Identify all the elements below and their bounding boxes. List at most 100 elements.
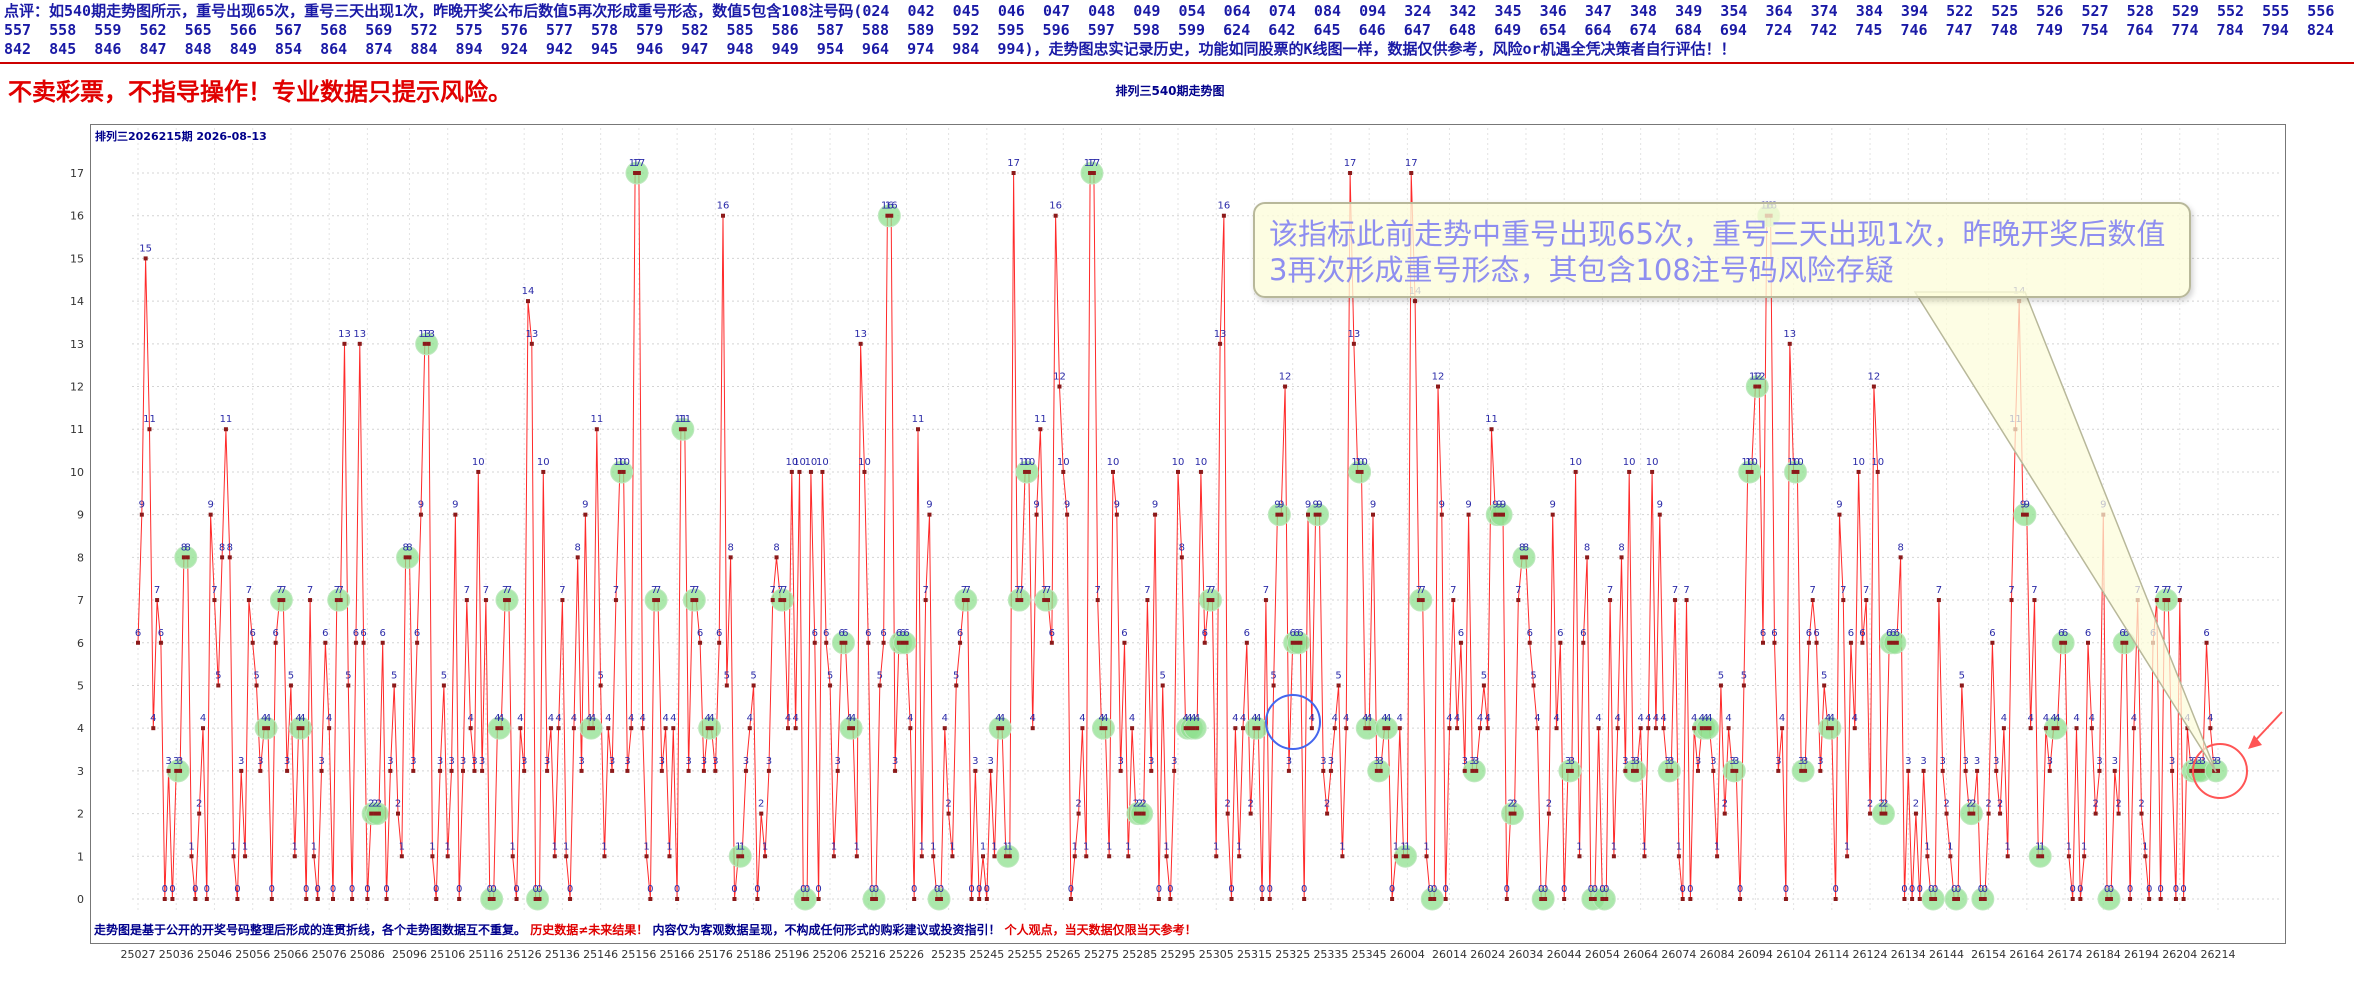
data-point — [1149, 768, 1154, 773]
data-point — [1684, 598, 1689, 603]
data-label: 0 — [2104, 884, 2110, 895]
data-label: 7 — [1209, 585, 1215, 596]
data-point — [522, 768, 527, 773]
data-label: 11 — [675, 414, 688, 425]
data-label: 10 — [1745, 457, 1758, 468]
data-label: 7 — [781, 585, 787, 596]
data-point — [1497, 512, 1502, 517]
data-point — [1638, 726, 1643, 731]
data-point — [545, 768, 550, 773]
data-point — [736, 854, 741, 859]
data-point — [461, 768, 465, 773]
data-label: 0 — [204, 884, 210, 895]
data-label: 12 — [1432, 372, 1445, 383]
data-point — [1458, 640, 1463, 645]
data-point — [1883, 811, 1888, 816]
data-point — [1355, 469, 1360, 474]
data-point — [984, 897, 989, 901]
data-point — [1363, 726, 1368, 731]
data-label: 6 — [1580, 628, 1586, 639]
data-point — [1852, 726, 1857, 731]
data-label: 4 — [1129, 713, 1135, 724]
data-label: 3 — [892, 756, 898, 767]
data-point — [388, 768, 393, 773]
data-label: 3 — [766, 756, 772, 767]
data-point — [701, 768, 706, 773]
data-point — [1913, 811, 1918, 816]
data-point — [2131, 726, 2136, 731]
data-point — [1340, 854, 1345, 859]
data-label: 3 — [1664, 756, 1670, 767]
data-point — [1998, 811, 2003, 816]
data-point — [988, 768, 993, 773]
data-point — [1420, 598, 1425, 603]
x-tick-label: 25176 — [698, 948, 733, 961]
data-point — [965, 598, 970, 603]
data-label: 7 — [1263, 585, 1269, 596]
data-point — [1447, 726, 1452, 731]
data-label: 4 — [1477, 713, 1483, 724]
data-point — [426, 341, 431, 346]
data-point — [1994, 768, 1999, 773]
x-tick-label: 26054 — [1585, 948, 1620, 961]
data-point — [1003, 854, 1008, 859]
data-label: 6 — [2123, 628, 2129, 639]
pointer-arrow — [2251, 711, 2283, 745]
data-label: 7 — [1041, 585, 1047, 596]
data-label: 3 — [2047, 756, 2053, 767]
data-label: 4 — [1079, 713, 1085, 724]
x-tick-label: 25226 — [889, 948, 924, 961]
y-tick-label: 8 — [77, 551, 84, 564]
data-point — [740, 854, 745, 859]
data-label: 1 — [762, 841, 768, 852]
data-point — [1133, 811, 1138, 816]
data-label: 1 — [1947, 841, 1953, 852]
data-label: 1 — [991, 841, 997, 852]
data-point — [1065, 512, 1070, 517]
data-point — [300, 726, 305, 731]
data-label: 1 — [1083, 841, 1089, 852]
data-point — [763, 854, 768, 859]
data-point — [1833, 897, 1838, 901]
data-label: 1 — [1611, 841, 1617, 852]
data-point — [1382, 726, 1387, 731]
data-point — [602, 854, 607, 859]
data-label: 2 — [376, 799, 382, 810]
data-label: 4 — [2207, 713, 2213, 724]
data-point — [1902, 897, 1907, 901]
data-label: 15 — [139, 243, 152, 254]
data-point — [587, 726, 592, 731]
data-label: 7 — [2031, 585, 2037, 596]
data-label: 3 — [2169, 756, 2175, 767]
data-label: 7 — [246, 585, 252, 596]
data-label: 6 — [158, 628, 164, 639]
data-point — [1367, 726, 1372, 731]
data-point — [2154, 598, 2159, 603]
data-point — [1049, 640, 1054, 645]
data-point — [946, 811, 951, 816]
y-tick-label: 12 — [70, 381, 84, 394]
data-point — [648, 897, 653, 901]
data-label: 10 — [1623, 457, 1636, 468]
data-label: 17 — [1084, 158, 1097, 169]
data-point — [201, 726, 205, 731]
data-point — [1539, 897, 1544, 901]
y-tick-label: 9 — [77, 509, 84, 522]
data-point — [1577, 854, 1582, 859]
data-point — [2196, 768, 2201, 773]
data-label: 4 — [1385, 713, 1391, 724]
data-label: 8 — [406, 542, 412, 553]
data-point — [1436, 384, 1440, 389]
data-label: 10 — [1195, 457, 1208, 468]
data-label: 9 — [1836, 500, 1842, 511]
highlight-ring-blue — [1265, 694, 1321, 750]
data-label: 2 — [196, 799, 202, 810]
data-point — [1233, 726, 1238, 731]
y-tick-label: 2 — [77, 808, 84, 821]
data-point — [1661, 726, 1666, 731]
data-point — [1145, 598, 1150, 603]
data-point — [1306, 512, 1310, 517]
data-label: 6 — [1771, 628, 1777, 639]
data-label: 4 — [670, 713, 676, 724]
data-label: 2 — [1882, 799, 1888, 810]
